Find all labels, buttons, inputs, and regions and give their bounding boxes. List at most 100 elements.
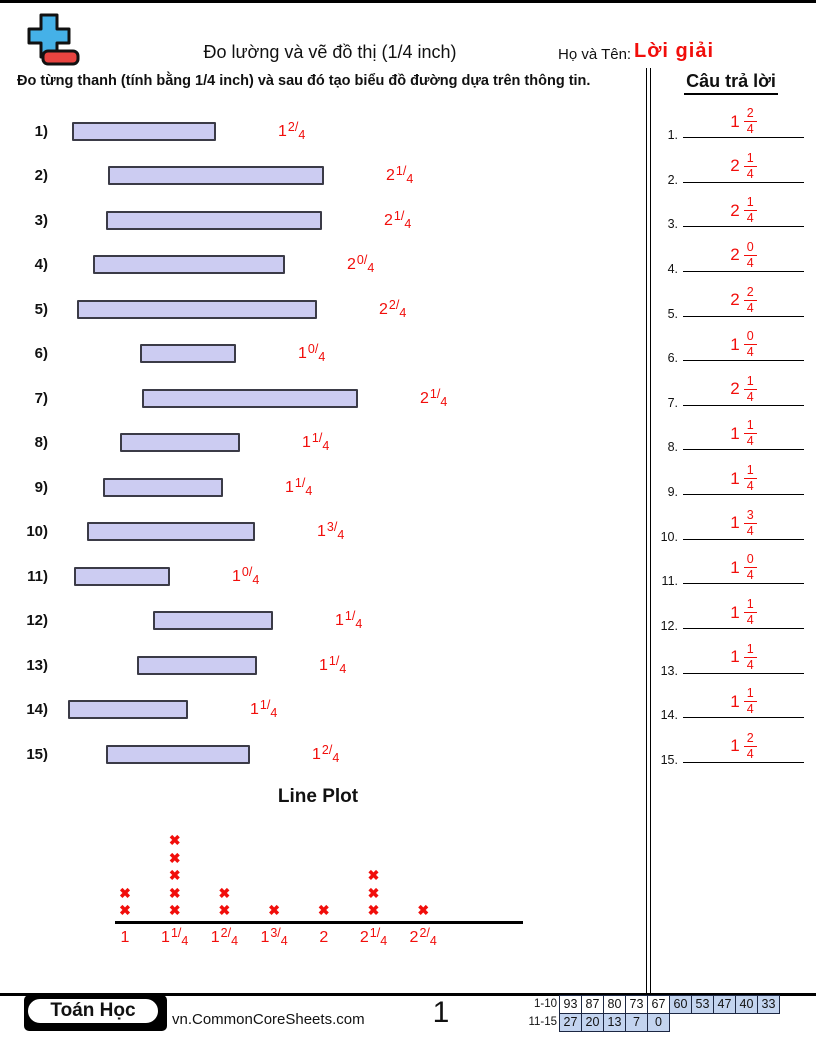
row-number: 2)	[34, 167, 48, 184]
score-row: 11-15 27 20 13 7 0	[528, 1013, 780, 1032]
answer-number: 13.	[660, 663, 678, 678]
answer-number: 12.	[660, 619, 678, 634]
score-cell: 60	[669, 995, 692, 1014]
answer-number: 10.	[660, 529, 678, 544]
answer-number: 1.	[667, 128, 678, 142]
answer-item: 5. 2 2 4	[652, 281, 810, 321]
answer-item: 8. 1 1 4	[652, 414, 810, 454]
bar-row: 9) 11/4	[0, 475, 645, 499]
x-mark-icon: ✖	[317, 902, 330, 918]
answer-item: 3. 2 1 4	[652, 191, 810, 231]
measurement-label: 12/4	[312, 742, 340, 765]
plot-tick-label: 11/4	[147, 926, 203, 948]
answer-item: 1. 1 2 4	[652, 102, 810, 142]
score-cell: 40	[735, 995, 758, 1014]
x-mark-icon: ✖	[168, 902, 181, 918]
score-cell: 73	[625, 995, 648, 1014]
answers-column-divider	[646, 68, 651, 994]
score-cell: 80	[603, 995, 626, 1014]
header-divider	[0, 0, 816, 3]
score-cell: 33	[757, 995, 780, 1014]
row-number: 5)	[34, 300, 48, 318]
score-cell: 27	[559, 1013, 582, 1032]
answer-number: 2.	[667, 172, 678, 187]
line-plot-title: Line Plot	[277, 786, 359, 807]
measured-bar	[74, 566, 170, 586]
answer-number: 4.	[667, 261, 678, 276]
measured-bar	[87, 522, 255, 541]
answer-number: 3.	[667, 217, 678, 232]
answer-item: 7. 2 1 4	[652, 370, 810, 410]
bar-row: 13) 11/4	[0, 653, 645, 677]
measured-bar	[153, 611, 273, 630]
answer-line	[683, 672, 804, 674]
answer-item: 12. 1 1 4	[652, 593, 810, 633]
measurement-label: 22/4	[409, 926, 437, 948]
answer-item: 9. 1 1 4	[652, 459, 810, 499]
row-number: 1)	[34, 122, 48, 140]
page-number: 1	[432, 996, 450, 1029]
answer-line	[683, 628, 804, 630]
row-number: 10)	[26, 523, 48, 540]
x-mark-icon: ✖	[168, 884, 181, 901]
answer-line	[683, 270, 804, 272]
answers-title: Câu trả lời	[656, 71, 806, 95]
footer-divider	[0, 993, 816, 996]
row-number: 3)	[34, 211, 48, 229]
measurement-label: 13/4	[317, 520, 345, 542]
bar-row: 7) 21/4	[0, 387, 645, 410]
answer-number: 9.	[667, 485, 678, 500]
row-number: 8)	[34, 434, 48, 451]
score-cell: 87	[581, 995, 604, 1014]
bar-row: 10) 13/4	[0, 520, 645, 543]
measurement-label: 12/4	[210, 926, 239, 948]
score-cell: 20	[581, 1013, 604, 1032]
page-title: Đo lường và vẽ đồ thị (1/4 inch)	[203, 42, 457, 62]
bar-row: 14) 11/4	[0, 698, 645, 721]
score-cell: 0	[647, 1013, 670, 1032]
score-cell: 93	[559, 995, 582, 1014]
x-mark-icon: ✖	[367, 884, 380, 901]
bar-row: 12) 11/4	[0, 609, 645, 632]
row-number: 15)	[26, 745, 48, 763]
measurement-label: 11/4	[285, 475, 313, 498]
plot-tick-label: 13/4	[246, 926, 302, 948]
measurement-label: 13/4	[260, 926, 288, 948]
plot-tick-label: 12/4	[196, 926, 252, 948]
measurement-label: 2	[319, 929, 329, 946]
score-row-label: 11-15	[528, 1016, 557, 1028]
score-cell: 67	[647, 995, 670, 1014]
answer-number: 5.	[667, 306, 678, 321]
measurement-label: 12/4	[278, 119, 306, 142]
answer-item: 10. 1 3 4	[652, 504, 810, 544]
answer-line	[683, 761, 804, 763]
bar-row: 8) 11/4	[0, 431, 645, 454]
measurement-label: 10/4	[232, 564, 260, 587]
answer-line	[683, 583, 804, 585]
measurement-label: 11/4	[335, 609, 363, 631]
measurement-label: 11/4	[319, 653, 347, 676]
answer-line	[683, 226, 804, 228]
answer-line	[683, 404, 804, 406]
x-mark-icon: ✖	[218, 884, 231, 901]
measurement-label: 11/4	[250, 698, 278, 720]
measurement-label: 21/4	[384, 208, 412, 231]
measurement-label: 11/4	[161, 926, 189, 948]
x-mark-icon: ✖	[168, 832, 181, 848]
answer-item: 14. 1 1 4	[652, 682, 810, 722]
bar-row: 11) 10/4	[0, 564, 645, 588]
answer-line	[683, 360, 804, 362]
measured-bar	[137, 655, 257, 675]
bar-row: 2) 21/4	[0, 164, 645, 187]
